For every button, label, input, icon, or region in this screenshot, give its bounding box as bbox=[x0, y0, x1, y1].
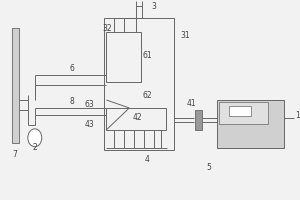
Text: 41: 41 bbox=[187, 99, 197, 108]
Text: 6: 6 bbox=[69, 64, 74, 73]
Bar bbox=[219, 102, 268, 124]
Text: 32: 32 bbox=[103, 24, 112, 33]
Text: 63: 63 bbox=[85, 100, 94, 109]
Text: 43: 43 bbox=[85, 120, 94, 129]
Bar bbox=[106, 108, 166, 130]
Text: 3: 3 bbox=[152, 2, 157, 11]
Text: 8: 8 bbox=[69, 97, 74, 106]
Text: 42: 42 bbox=[132, 113, 142, 122]
Text: 31: 31 bbox=[180, 31, 190, 40]
Text: 7: 7 bbox=[13, 150, 17, 159]
Text: 2: 2 bbox=[32, 143, 37, 152]
Ellipse shape bbox=[28, 129, 42, 147]
Text: 1: 1 bbox=[295, 111, 300, 120]
Bar bbox=[217, 100, 284, 148]
Text: 61: 61 bbox=[142, 51, 152, 60]
Text: 5: 5 bbox=[206, 163, 211, 172]
Bar bbox=[106, 32, 141, 82]
Bar bbox=[195, 110, 202, 130]
Bar bbox=[229, 106, 250, 116]
Bar bbox=[12, 28, 19, 143]
Text: 4: 4 bbox=[145, 155, 150, 164]
Text: 62: 62 bbox=[142, 91, 152, 100]
Bar bbox=[104, 18, 174, 150]
